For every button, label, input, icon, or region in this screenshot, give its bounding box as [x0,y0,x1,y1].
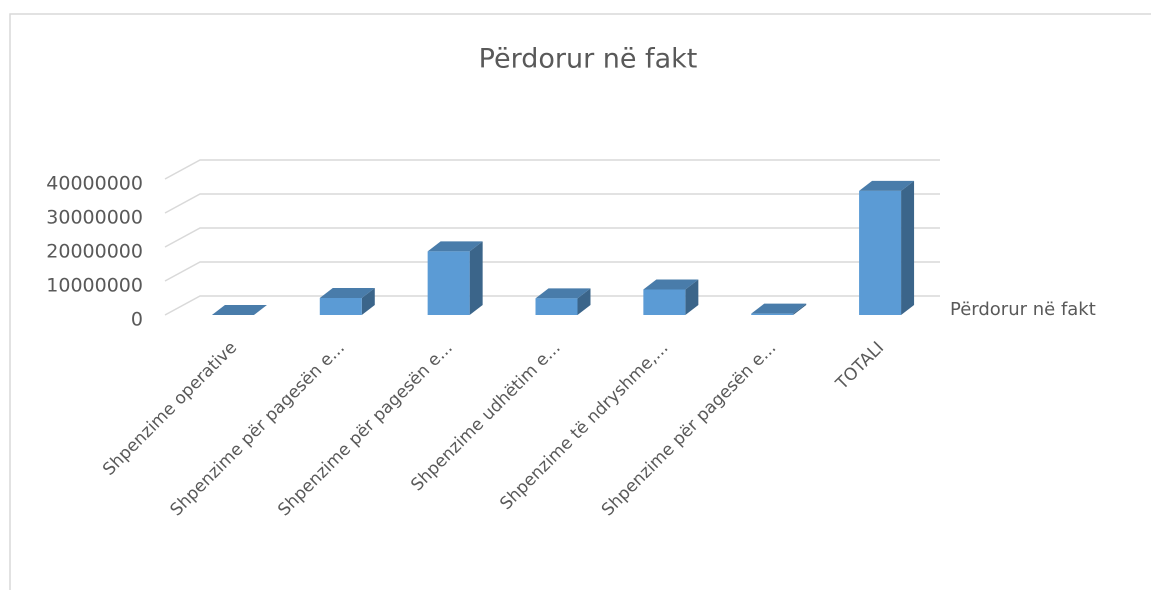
bar-top [859,180,915,191]
y-tick-label: 0 [131,309,143,331]
bar [211,305,267,315]
bar-front [535,298,578,315]
x-tick-label: TOTALI [832,338,889,395]
y-tick-label: 10000000 [46,275,143,297]
bar-top [319,288,375,298]
bar-front [643,289,686,315]
chart-title: Përdorur në fakt [479,44,698,75]
bar-front [427,251,470,315]
bar-front [859,190,902,315]
x-tick-label: Shpenzime për pagesën e... [274,338,456,520]
bar [535,288,591,315]
bar-front [319,298,362,315]
bar-top [427,241,483,252]
bar-top [643,279,699,290]
bar-front [751,313,794,315]
y-tick-label: 40000000 [46,173,143,195]
bar [751,303,807,315]
chart-frame [9,13,1151,590]
x-tick-label: Shpenzime për pagesën e... [598,338,780,520]
bar [859,180,915,315]
bar-side [901,180,915,315]
bar-side [685,279,699,315]
bar-top [211,305,267,315]
y-tick-label: 20000000 [46,241,143,263]
grid-line [164,227,940,248]
legend-label: Përdorur në fakt [950,299,1096,320]
grid-line [164,159,940,180]
bar-side [793,303,807,315]
bar-top [535,288,591,299]
bar-side [361,288,375,315]
bar-side [469,241,483,315]
bar-top [751,303,807,314]
bar [643,279,699,315]
bar [427,241,483,315]
grid-line [164,261,940,282]
x-tick-label: Shpenzime për pagesën e... [166,338,348,520]
y-tick-label: 30000000 [46,207,143,229]
bar [319,288,375,315]
grid-line [164,193,940,214]
bar-side [577,288,591,315]
